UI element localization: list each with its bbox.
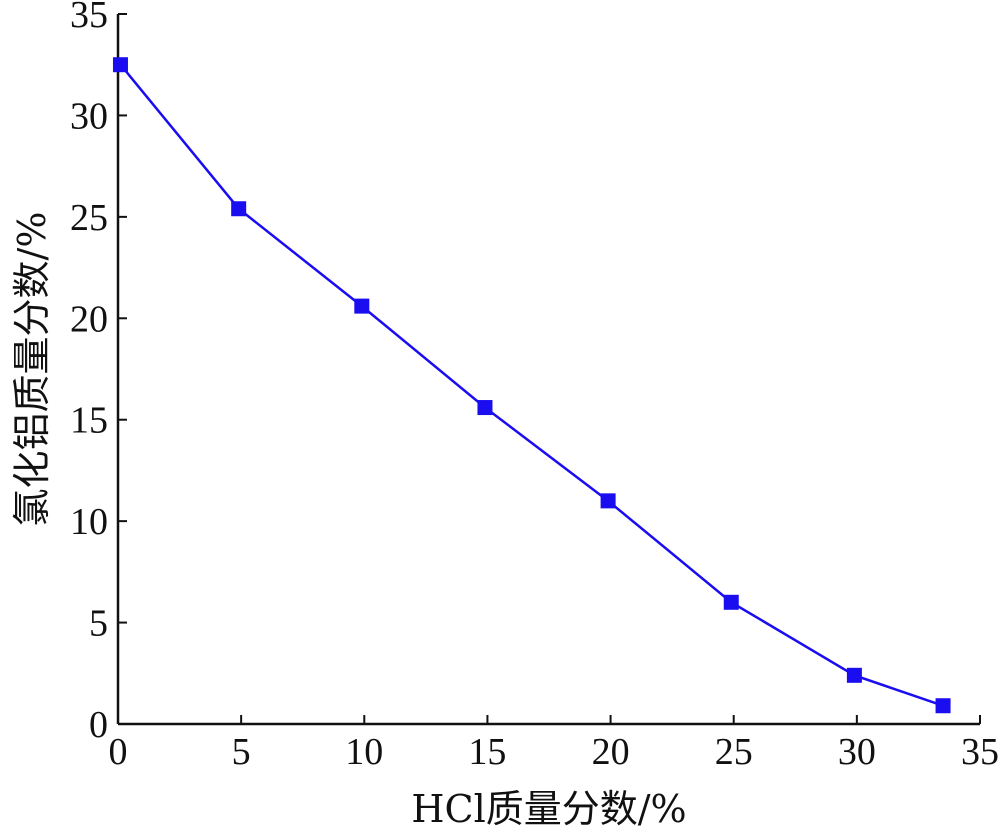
y-tick-label: 0 xyxy=(89,704,108,746)
data-point-marker xyxy=(112,57,128,73)
x-tick-label: 5 xyxy=(232,731,251,773)
axes xyxy=(116,14,980,726)
x-tick-label: 0 xyxy=(109,731,128,773)
x-axis-title: HCl质量分数/% xyxy=(411,787,686,831)
y-tick-label: 30 xyxy=(70,95,108,137)
y-tick-label: 15 xyxy=(70,400,108,442)
x-ticks: 0 5 10 15 20 25 30 35 xyxy=(109,715,999,773)
y-tick-label: 35 xyxy=(70,0,108,36)
data-point-marker xyxy=(354,298,370,314)
x-tick-label: 10 xyxy=(345,731,383,773)
x-tick-label: 25 xyxy=(715,731,753,773)
series-layer xyxy=(112,57,951,714)
data-point-marker xyxy=(935,698,951,714)
data-point-marker xyxy=(846,667,862,683)
x-tick-label: 15 xyxy=(468,731,506,773)
y-ticks: 0 5 10 15 20 25 30 35 xyxy=(70,0,127,746)
data-point-marker xyxy=(231,201,247,217)
y-tick-label: 25 xyxy=(70,197,108,239)
x-tick-label: 20 xyxy=(592,731,630,773)
y-axis-title: 氯化铝质量分数/% xyxy=(10,212,54,527)
y-tick-label: 20 xyxy=(70,298,108,340)
x-tick-label: 30 xyxy=(838,731,876,773)
y-tick-label: 10 xyxy=(70,501,108,543)
data-point-marker xyxy=(477,400,493,416)
data-point-marker xyxy=(600,493,616,509)
data-point-marker xyxy=(723,594,739,610)
series-line xyxy=(119,63,944,707)
x-tick-label: 35 xyxy=(961,731,999,773)
y-tick-label: 5 xyxy=(89,603,108,645)
